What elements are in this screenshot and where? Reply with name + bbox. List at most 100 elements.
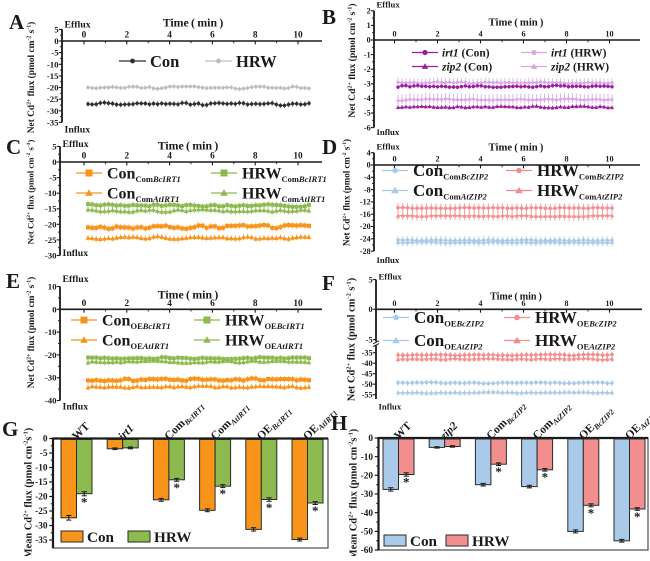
svg-text:-3: -3: [364, 80, 371, 89]
svg-text:Time ( min ): Time ( min ): [163, 16, 224, 30]
svg-text:Net Cd2+ flux (pmol cm-2 s-1): Net Cd2+ flux (pmol cm-2 s-1): [26, 140, 36, 245]
svg-text:Time ( min ): Time ( min ): [158, 139, 219, 153]
svg-text:*: *: [312, 503, 319, 518]
svg-text:8: 8: [253, 299, 258, 309]
svg-text:-10: -10: [45, 327, 57, 337]
svg-text:A: A: [9, 10, 25, 34]
svg-text:-25: -25: [35, 507, 48, 517]
svg-text:0: 0: [367, 36, 371, 45]
svg-text:-40: -40: [45, 396, 57, 406]
svg-text:Mean Cd2+ flux (pmol cm-2s-1): Mean Cd2+ flux (pmol cm-2s-1): [23, 428, 35, 556]
svg-text:-20: -20: [361, 472, 374, 482]
svg-text:4: 4: [167, 299, 172, 309]
svg-text:4: 4: [167, 31, 172, 41]
svg-text:Mean Cd2+ flux (pmol cm-2s-1): Mean Cd2+ flux (pmol cm-2s-1): [348, 429, 360, 556]
svg-text:irt1 (Con): irt1 (Con): [442, 48, 490, 60]
svg-text:Con: Con: [87, 529, 115, 546]
svg-text:10: 10: [605, 155, 613, 164]
svg-text:2: 2: [367, 7, 371, 16]
svg-text:-40: -40: [361, 509, 374, 519]
svg-text:E: E: [6, 269, 20, 293]
svg-text:2: 2: [124, 299, 129, 309]
svg-text:zip2 (HRW): zip2 (HRW): [550, 62, 609, 74]
svg-text:8: 8: [565, 299, 569, 308]
svg-text:10: 10: [48, 282, 57, 292]
svg-text:8: 8: [564, 30, 568, 39]
svg-text:Time ( min ): Time ( min ): [490, 292, 542, 303]
svg-text:4: 4: [367, 148, 371, 157]
svg-text:Influx: Influx: [377, 127, 400, 137]
svg-text:-4: -4: [364, 94, 371, 103]
svg-text:-45: -45: [362, 370, 373, 379]
svg-text:Time ( min ): Time ( min ): [489, 17, 544, 29]
svg-text:-20: -20: [35, 493, 48, 503]
svg-text:10: 10: [605, 30, 613, 39]
svg-text:-30: -30: [47, 106, 59, 116]
svg-text:Net Cd2+ flux (pmol cm-2 s-1): Net Cd2+ flux (pmol cm-2 s-1): [26, 22, 37, 133]
svg-text:0: 0: [367, 161, 371, 170]
svg-text:-15: -15: [45, 204, 57, 214]
svg-text:Net Cd2+ flux (pmol cm-2 s-1): Net Cd2+ flux (pmol cm-2 s-1): [26, 277, 37, 388]
svg-text:-35: -35: [35, 536, 48, 546]
svg-text:2: 2: [124, 31, 129, 41]
svg-text:Net Cd2+ flux (pmol cm-2 s-1): Net Cd2+ flux (pmol cm-2 s-1): [342, 139, 352, 246]
svg-text:-28: -28: [360, 247, 371, 256]
svg-text:5: 5: [54, 24, 59, 34]
svg-text:Influx: Influx: [65, 124, 91, 135]
svg-text:C: C: [6, 135, 21, 159]
svg-text:4: 4: [167, 152, 172, 162]
svg-text:-60: -60: [361, 546, 374, 556]
svg-text:10: 10: [293, 152, 303, 162]
svg-text:-30: -30: [35, 522, 48, 532]
svg-text:Influx: Influx: [377, 255, 400, 265]
svg-text:*: *: [173, 480, 180, 495]
svg-text:-20: -20: [47, 83, 59, 93]
svg-text:Efflux: Efflux: [65, 20, 91, 31]
svg-text:-25: -25: [45, 235, 57, 245]
svg-text:Efflux: Efflux: [377, 0, 401, 10]
svg-text:*: *: [266, 500, 273, 515]
svg-text:-50: -50: [361, 528, 374, 538]
svg-text:H: H: [331, 411, 347, 435]
svg-text:HRW: HRW: [236, 52, 277, 71]
svg-text:Influx: Influx: [379, 402, 402, 412]
svg-text:6: 6: [521, 155, 525, 164]
svg-text:-30: -30: [361, 490, 374, 500]
svg-text:-20: -20: [45, 219, 57, 229]
svg-text:*: *: [634, 509, 641, 524]
svg-text:0: 0: [369, 305, 373, 314]
svg-text:6: 6: [522, 299, 526, 308]
svg-text:-50: -50: [362, 380, 373, 389]
svg-text:6: 6: [210, 31, 215, 41]
svg-text:0: 0: [43, 435, 48, 445]
svg-text:-15: -15: [35, 478, 48, 488]
svg-text:0: 0: [54, 36, 59, 46]
svg-text:0: 0: [82, 31, 87, 41]
svg-text:Con: Con: [410, 533, 438, 550]
svg-text:0: 0: [82, 299, 87, 309]
svg-text:Con: Con: [150, 52, 179, 71]
svg-text:4: 4: [478, 30, 482, 39]
svg-text:zip2 (Con): zip2 (Con): [441, 62, 492, 74]
svg-text:D: D: [322, 135, 337, 159]
svg-text:F: F: [322, 271, 335, 295]
svg-text:-5: -5: [51, 48, 59, 58]
svg-text:0: 0: [52, 304, 57, 314]
svg-text:*: *: [495, 464, 502, 479]
svg-text:4: 4: [478, 155, 482, 164]
svg-text:-5: -5: [364, 109, 371, 118]
svg-text:0: 0: [392, 155, 396, 164]
svg-text:Efflux: Efflux: [63, 139, 89, 150]
svg-text:-16: -16: [360, 210, 371, 219]
svg-text:Efflux: Efflux: [63, 274, 89, 285]
svg-text:5: 5: [52, 141, 57, 151]
svg-text:2: 2: [436, 299, 440, 308]
svg-text:-5: -5: [49, 173, 57, 183]
svg-text:*: *: [220, 486, 227, 501]
svg-text:-55: -55: [362, 391, 373, 400]
svg-text:Efflux: Efflux: [377, 142, 401, 152]
svg-text:10: 10: [293, 31, 303, 41]
svg-text:-10: -10: [35, 464, 48, 474]
svg-text:*: *: [542, 470, 549, 485]
svg-text:Net Cd2+ flux (pmol cm-2 s-1): Net Cd2+ flux (pmol cm-2 s-1): [347, 3, 358, 117]
